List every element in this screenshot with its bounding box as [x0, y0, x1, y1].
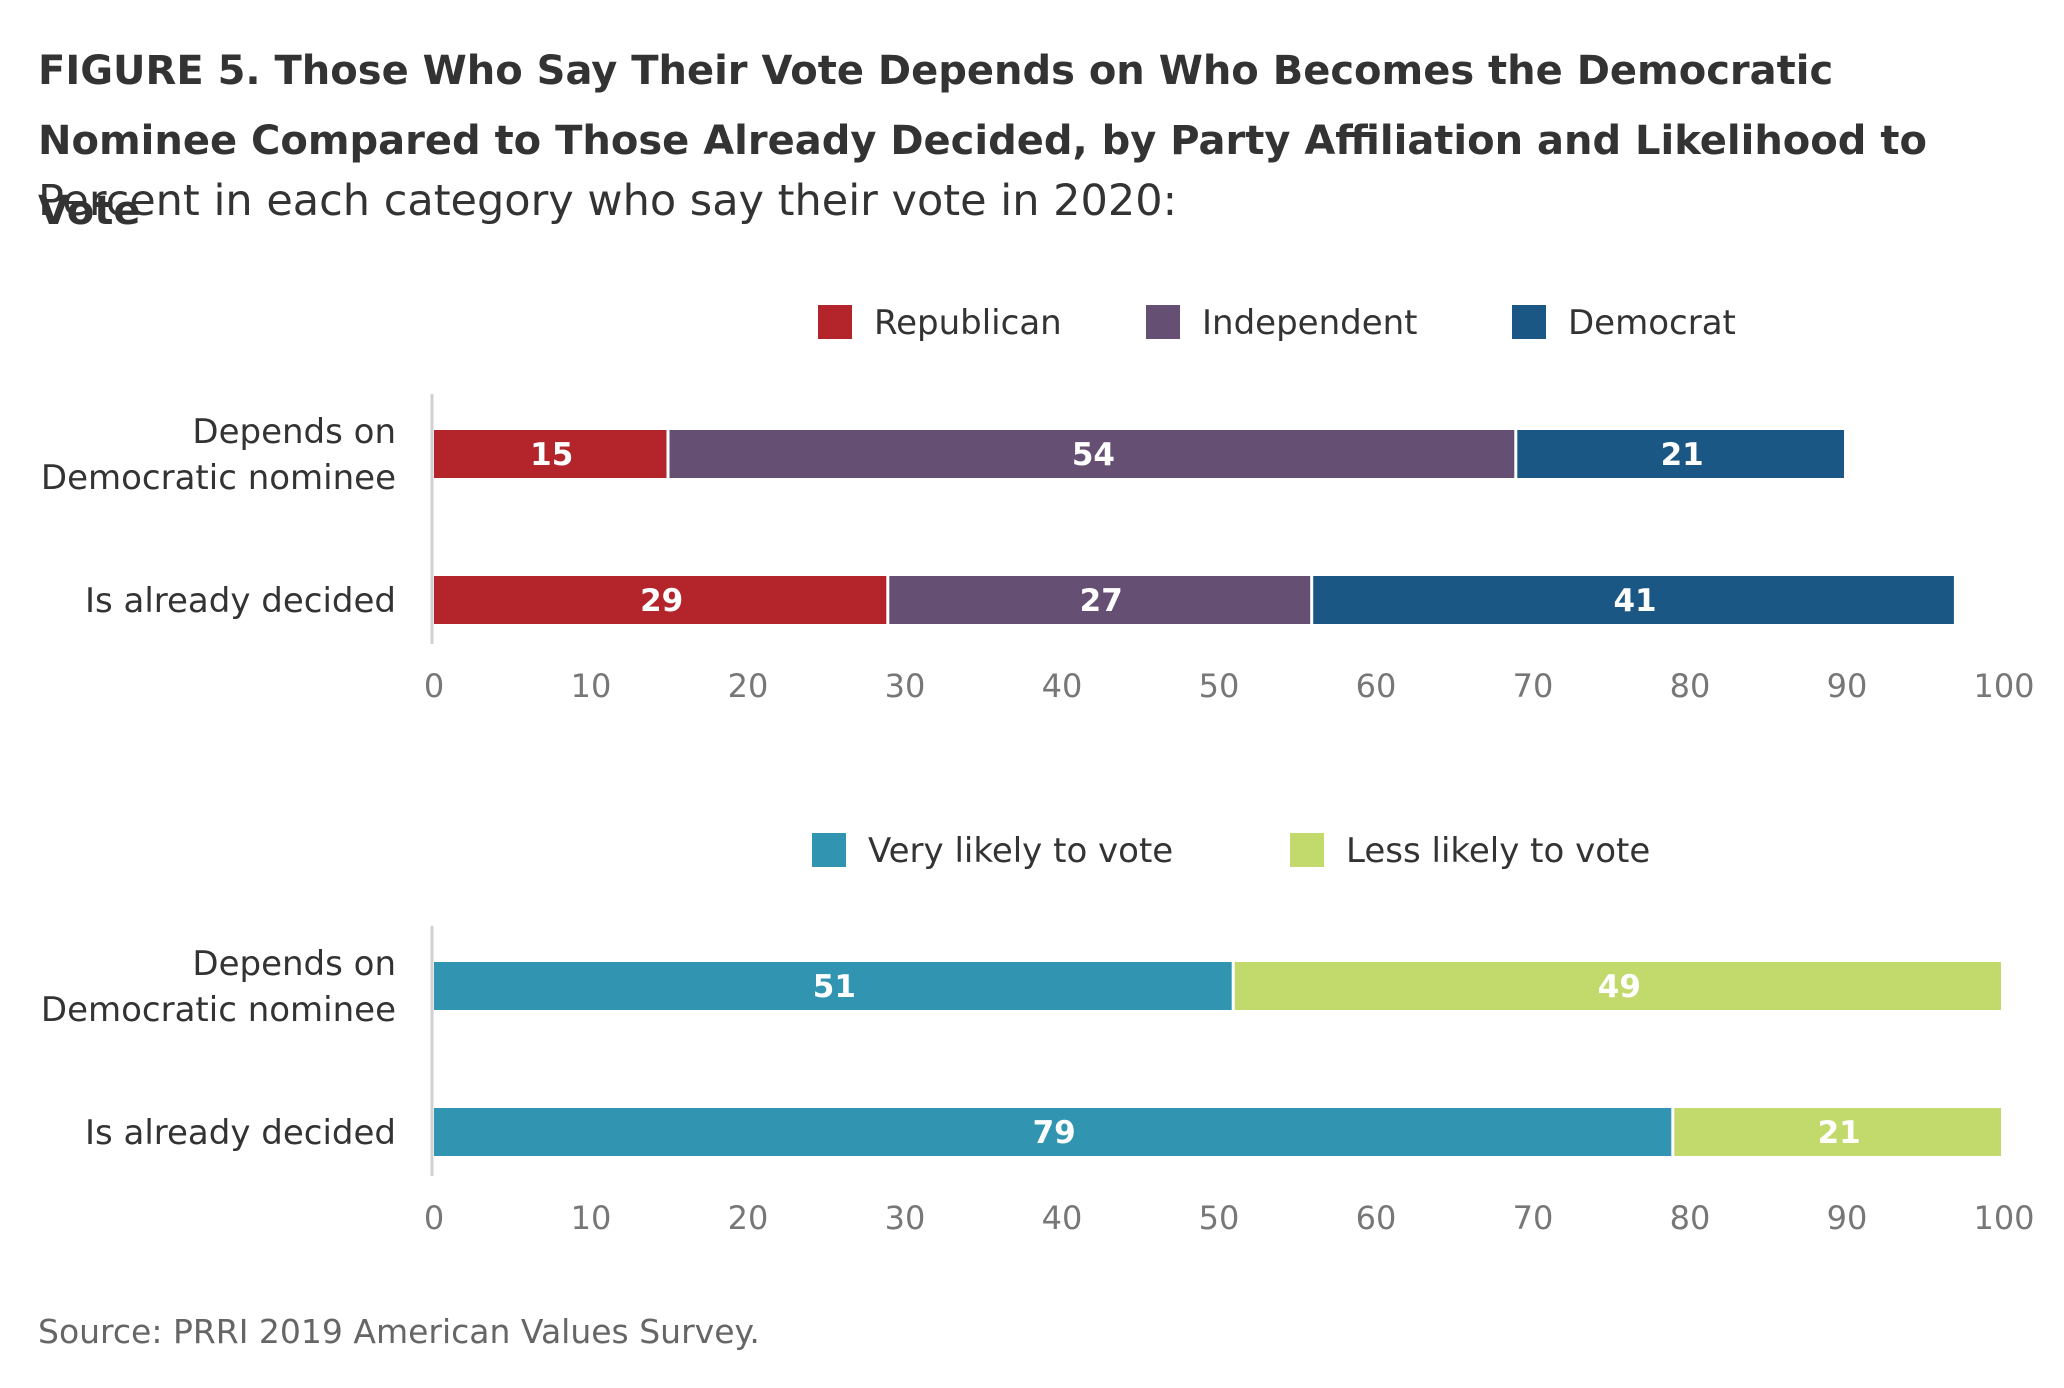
legend-label-independent: Independent — [1202, 303, 1418, 343]
x-tick-label: 60 — [1356, 1199, 1397, 1237]
bar-democrat-is-already-decided — [1313, 576, 1954, 624]
category-label-depends-on-democratic-nominee: Depends on Democratic nominee — [41, 412, 396, 498]
legend-swatch-republican — [818, 305, 852, 339]
x-tick-label: 20 — [728, 667, 769, 705]
category-label-line: Depends on — [192, 412, 396, 452]
bar-independent-depends-on-democratic-nominee — [669, 430, 1515, 478]
bar-value-label: 49 — [1598, 969, 1641, 1005]
bar-less-likely-to-vote-depends-on-democratic-nominee — [1234, 962, 2001, 1010]
likelihood-to-vote-chart: Very likely to vote Less likely to vote De… — [41, 831, 2035, 1237]
legend-label-democrat: Democrat — [1568, 303, 1736, 343]
bar-value-label: 15 — [530, 437, 573, 473]
x-tick-label: 40 — [1042, 667, 1083, 705]
bar-less-likely-to-vote-is-already-decided — [1674, 1108, 2001, 1156]
bar-independent-is-already-decided — [889, 576, 1311, 624]
x-tick-label: 80 — [1670, 667, 1711, 705]
x-tick-label: 50 — [1199, 1199, 1240, 1237]
category-label-is-already-decided: Is already decided — [85, 1113, 396, 1153]
x-tick-label: 40 — [1042, 1199, 1083, 1237]
source-note: Source: PRRI 2019 American Values Survey… — [38, 1312, 760, 1351]
legend-swatch-very-likely-to-vote — [812, 833, 846, 867]
category-label-line: Is already decided — [85, 581, 396, 621]
x-tick-label: 70 — [1513, 667, 1554, 705]
x-tick-label: 80 — [1670, 1199, 1711, 1237]
legend-swatch-less-likely-to-vote — [1290, 833, 1324, 867]
x-tick-label: 10 — [571, 1199, 612, 1237]
x-tick-label: 100 — [1973, 667, 2034, 705]
bar-very-likely-to-vote-is-already-decided — [434, 1108, 1672, 1156]
x-tick-label: 100 — [1973, 1199, 2034, 1237]
bar-value-label: 29 — [640, 583, 683, 619]
x-tick-label: 60 — [1356, 667, 1397, 705]
bar-value-label: 41 — [1613, 583, 1656, 619]
chart-title: FIGURE 5. Those Who Say Their Vote Depen… — [38, 48, 1927, 234]
legend-swatch-independent — [1146, 305, 1180, 339]
x-tick-label: 50 — [1199, 667, 1240, 705]
legend-swatch-democrat — [1512, 305, 1546, 339]
x-tick-label: 70 — [1513, 1199, 1554, 1237]
bar-value-label: 21 — [1661, 437, 1704, 473]
x-tick-label: 30 — [885, 1199, 926, 1237]
x-tick-label: 0 — [424, 1199, 444, 1237]
x-tick-label: 90 — [1827, 1199, 1868, 1237]
bar-value-label: 21 — [1818, 1115, 1861, 1151]
category-label-line: Depends on — [192, 944, 396, 984]
legend-label-less-likely-to-vote: Less likely to vote — [1346, 831, 1650, 871]
category-label-line: Democratic nominee — [41, 990, 396, 1030]
x-tick-label: 10 — [571, 667, 612, 705]
bar-very-likely-to-vote-depends-on-democratic-nominee — [434, 962, 1232, 1010]
bar-republican-depends-on-democratic-nominee — [434, 430, 667, 478]
bar-democrat-depends-on-democratic-nominee — [1517, 430, 1844, 478]
x-tick-label: 30 — [885, 667, 926, 705]
x-tick-label: 20 — [728, 1199, 769, 1237]
category-label-is-already-decided: Is already decided — [85, 581, 396, 621]
legend-label-very-likely-to-vote: Very likely to vote — [868, 831, 1173, 871]
x-tick-label: 0 — [424, 667, 444, 705]
category-label-line: Is already decided — [85, 1113, 396, 1153]
bar-value-label: 27 — [1080, 583, 1123, 619]
bar-republican-is-already-decided — [434, 576, 887, 624]
category-label-line: Democratic nominee — [41, 458, 396, 498]
bar-value-label: 54 — [1072, 437, 1115, 473]
bar-value-label: 51 — [813, 969, 856, 1005]
legend-label-republican: Republican — [874, 303, 1062, 343]
x-tick-label: 90 — [1827, 667, 1868, 705]
bar-value-label: 79 — [1033, 1115, 1076, 1151]
category-label-depends-on-democratic-nominee: Depends on Democratic nominee — [41, 944, 396, 1030]
chart-subtitle: Percent in each category who say their v… — [38, 176, 1178, 226]
